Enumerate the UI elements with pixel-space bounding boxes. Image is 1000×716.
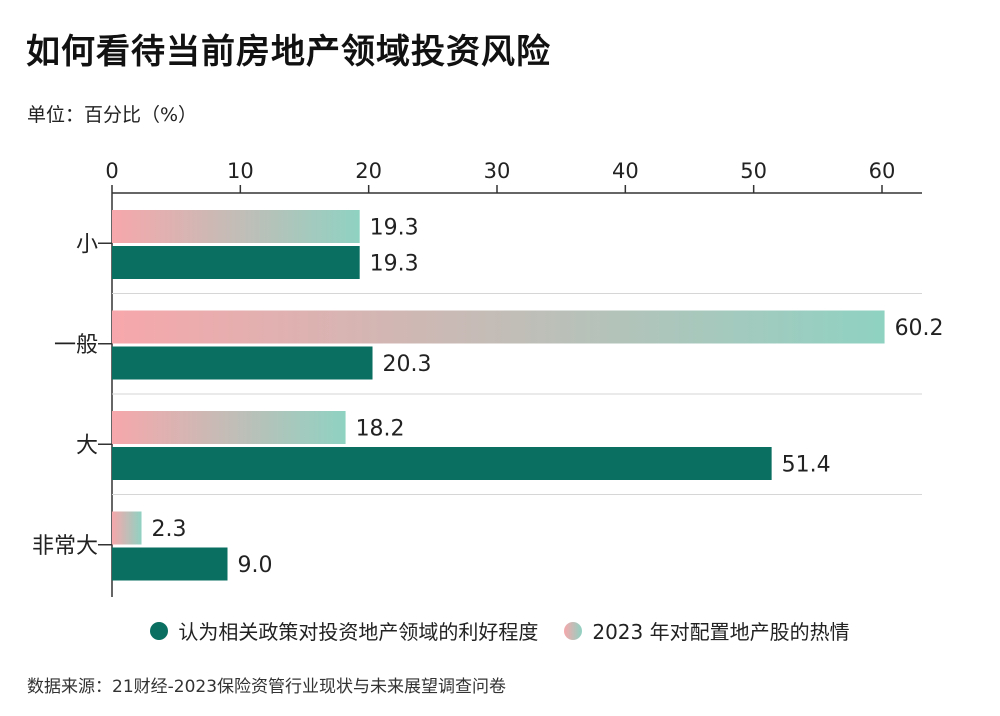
legend-swatch-teal	[150, 621, 169, 640]
x-tick-label: 30	[484, 159, 511, 183]
bar-policy	[112, 246, 360, 279]
x-tick-label: 0	[105, 159, 118, 183]
x-axis: 0 10 20 30 40 50 60	[98, 159, 922, 597]
legend-label-policy: 认为相关政策对投资地产领域的利好程度	[178, 620, 539, 644]
bar-enthusiasm	[112, 411, 346, 444]
legend-label-enthusiasm: 2023 年对配置地产股的热情	[592, 620, 850, 644]
bar-enthusiasm	[112, 310, 885, 344]
category-separators	[112, 293, 922, 495]
category-label: 一般	[54, 333, 98, 358]
bars	[112, 210, 885, 581]
unit-label: 单位：百分比（%）	[27, 104, 198, 126]
legend: 认为相关政策对投资地产领域的利好程度 2023 年对配置地产股的热情	[0, 616, 1000, 645]
data-label-enthusiasm: 18.2	[356, 417, 405, 442]
legend-item-enthusiasm: 2023 年对配置地产股的热情	[564, 616, 850, 645]
bar-policy	[112, 346, 373, 380]
bar-policy	[112, 447, 772, 480]
x-tick-label: 40	[612, 159, 639, 183]
data-label-policy: 20.3	[383, 352, 432, 377]
data-label-policy: 19.3	[370, 252, 419, 277]
data-label-enthusiasm: 19.3	[370, 216, 419, 241]
bar-enthusiasm	[112, 210, 360, 243]
source-note: 数据来源：21财经-2023保险资管行业现状与未来展望调查问卷	[27, 677, 507, 697]
x-tick-label: 20	[355, 159, 382, 183]
bar-policy	[112, 547, 228, 581]
chart-title: 如何看待当前房地产领域投资风险	[26, 32, 551, 72]
x-tick-label: 50	[740, 159, 767, 183]
data-label-enthusiasm: 60.2	[895, 316, 944, 341]
legend-swatch-gradient	[564, 621, 583, 640]
category-label: 小	[76, 232, 98, 257]
x-tick-label: 60	[869, 159, 896, 183]
legend-item-policy: 认为相关政策对投资地产领域的利好程度	[150, 616, 538, 645]
category-label: 大	[76, 433, 98, 458]
data-label-enthusiasm: 2.3	[152, 517, 187, 542]
bar-enthusiasm	[112, 511, 142, 545]
category-label: 非常大	[32, 534, 98, 559]
labels: 小 19.3 19.3 一般 60.2 20.3 大 18.2 51.4 非常大 2.3 9.0	[32, 216, 944, 579]
x-tick-label: 10	[227, 159, 254, 183]
data-label-policy: 9.0	[238, 553, 273, 578]
data-label-policy: 51.4	[782, 453, 831, 478]
